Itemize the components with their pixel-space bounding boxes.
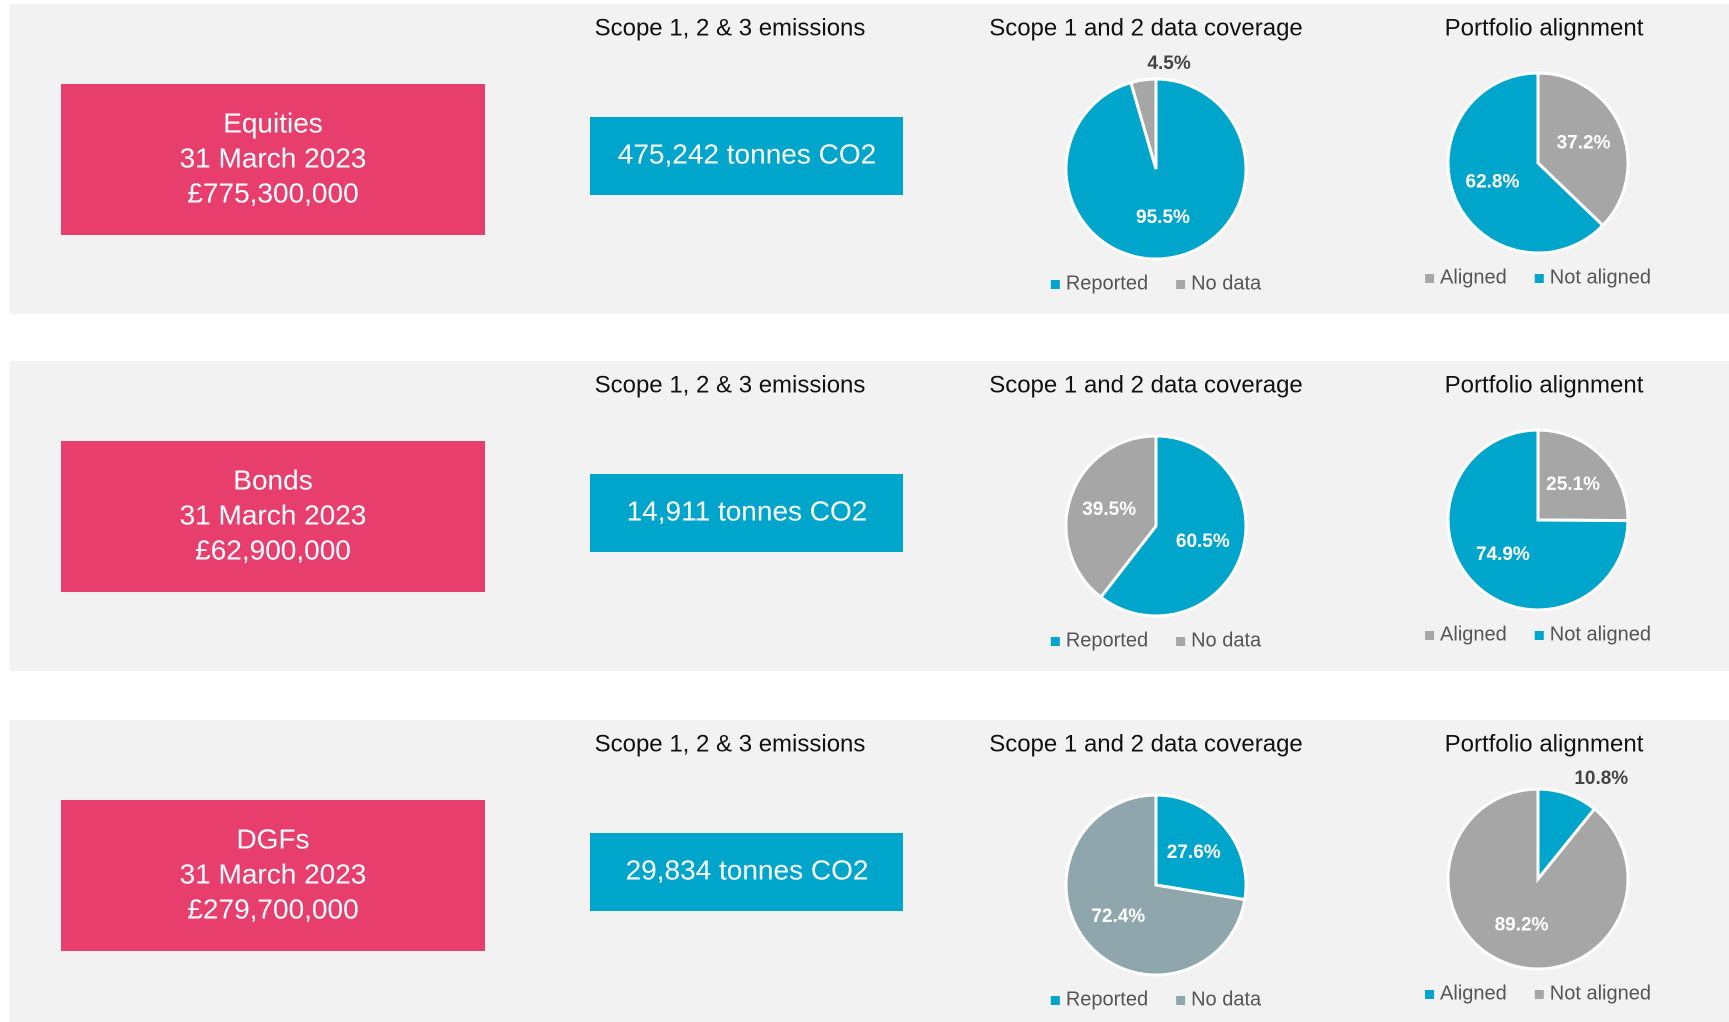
pie-slice bbox=[1098, 434, 1248, 618]
chart-title: Portfolio alignment bbox=[1445, 730, 1644, 757]
legend-label: Not aligned bbox=[1550, 982, 1651, 1004]
legend-label: Aligned bbox=[1440, 982, 1507, 1004]
legend-label: No data bbox=[1191, 988, 1262, 1010]
legend-swatch bbox=[1176, 280, 1186, 289]
chart-title: Portfolio alignment bbox=[1445, 371, 1644, 398]
asset-label: DGFs bbox=[236, 823, 309, 854]
legend-label: Reported bbox=[1066, 988, 1148, 1010]
legend-swatch bbox=[1050, 280, 1060, 289]
pie-slice bbox=[1154, 793, 1248, 902]
legend-label: Aligned bbox=[1440, 623, 1507, 645]
data-label: 60.5% bbox=[1176, 531, 1230, 552]
emissions-title: Scope 1, 2 & 3 emissions bbox=[595, 730, 866, 757]
chart-title: Scope 1 and 2 data coverage bbox=[989, 730, 1303, 757]
data-label: 39.5% bbox=[1082, 499, 1136, 520]
pie-slice bbox=[1064, 793, 1247, 977]
asset-label: Equities bbox=[223, 107, 323, 138]
pie-slice bbox=[1446, 428, 1630, 612]
emissions-value: 475,242 tonnes CO2 bbox=[618, 138, 876, 169]
asset-box bbox=[61, 84, 485, 235]
legend: Reported No data bbox=[1050, 272, 1262, 294]
asset-label: £62,900,000 bbox=[195, 534, 351, 565]
data-label: 74.9% bbox=[1476, 544, 1530, 565]
emissions-box bbox=[590, 474, 903, 552]
data-label: 37.2% bbox=[1557, 133, 1611, 154]
data-label: 62.8% bbox=[1466, 171, 1520, 192]
legend: Reported No data bbox=[1050, 629, 1262, 651]
pie-slice bbox=[1536, 428, 1630, 523]
legend-swatch bbox=[1534, 990, 1544, 999]
data-label: 72.4% bbox=[1091, 906, 1145, 927]
chart-title: Scope 1 and 2 data coverage bbox=[989, 371, 1303, 398]
legend-swatch bbox=[1050, 637, 1060, 646]
asset-label: 31 March 2023 bbox=[180, 142, 367, 173]
asset-label: £279,700,000 bbox=[187, 893, 358, 924]
legend-label: No data bbox=[1191, 272, 1262, 294]
emissions-title: Scope 1, 2 & 3 emissions bbox=[595, 14, 866, 41]
pie-slice bbox=[1446, 71, 1605, 255]
data-label: 10.8% bbox=[1574, 768, 1628, 789]
legend-swatch bbox=[1534, 274, 1544, 283]
asset-label: £775,300,000 bbox=[187, 177, 358, 208]
legend-swatch bbox=[1050, 996, 1060, 1005]
emissions-box bbox=[590, 117, 903, 195]
asset-label: Bonds bbox=[233, 464, 312, 495]
legend-label: Reported bbox=[1066, 629, 1148, 651]
legend-swatch bbox=[1176, 996, 1186, 1005]
data-label: 25.1% bbox=[1546, 474, 1600, 495]
data-label: 4.5% bbox=[1147, 53, 1190, 74]
data-label: 89.2% bbox=[1495, 915, 1549, 936]
legend-swatch bbox=[1425, 990, 1435, 999]
emissions-value: 14,911 tonnes CO2 bbox=[627, 495, 868, 526]
asset-box bbox=[61, 441, 485, 592]
emissions-title: Scope 1, 2 & 3 emissions bbox=[595, 371, 866, 398]
legend-label: Aligned bbox=[1440, 266, 1507, 288]
asset-label: 31 March 2023 bbox=[180, 499, 367, 530]
asset-label: 31 March 2023 bbox=[180, 858, 367, 889]
pie-slice bbox=[1129, 77, 1158, 170]
legend-label: No data bbox=[1191, 629, 1262, 651]
legend: Reported No data bbox=[1050, 988, 1262, 1010]
asset-box bbox=[61, 800, 485, 951]
legend-label: Not aligned bbox=[1550, 623, 1651, 645]
pie-slice bbox=[1064, 434, 1158, 600]
chart-title: Portfolio alignment bbox=[1445, 14, 1644, 41]
data-label: 95.5% bbox=[1136, 207, 1190, 228]
legend-swatch bbox=[1534, 631, 1544, 640]
emissions-value: 29,834 tonnes CO2 bbox=[626, 854, 869, 885]
pie-slice bbox=[1536, 71, 1630, 228]
data-label: 27.6% bbox=[1167, 842, 1221, 863]
legend: Aligned Not aligned bbox=[1425, 266, 1651, 288]
legend: Aligned Not aligned bbox=[1425, 623, 1651, 645]
legend: Aligned Not aligned bbox=[1425, 982, 1651, 1004]
chart-title: Scope 1 and 2 data coverage bbox=[989, 14, 1303, 41]
legend-label: Reported bbox=[1066, 272, 1148, 294]
pie-slice bbox=[1446, 787, 1630, 971]
legend-swatch bbox=[1425, 631, 1435, 640]
legend-swatch bbox=[1425, 274, 1435, 283]
legend-label: Not aligned bbox=[1550, 266, 1651, 288]
legend-swatch bbox=[1176, 637, 1186, 646]
emissions-box bbox=[590, 833, 903, 911]
